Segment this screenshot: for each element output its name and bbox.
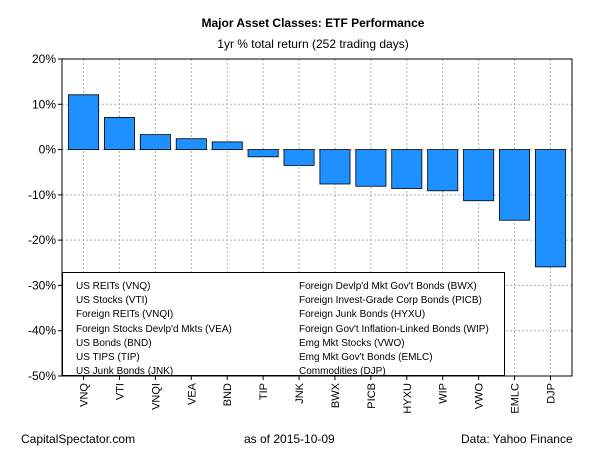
x-tick-label-wip: WIP [438, 383, 450, 404]
x-tick-label-jnk: JNK [294, 382, 306, 403]
x-tick-label-vti: VTI [114, 383, 126, 400]
bar-wip [427, 149, 459, 192]
y-tick-label: 0% [39, 143, 57, 157]
bar-vwo [463, 149, 495, 202]
legend-entry: Foreign Devlp'd Mkt Gov't Bonds (BWX) [299, 281, 477, 292]
legend-entry: Foreign Gov't Inflation-Linked Bonds (WI… [299, 323, 489, 335]
bar-tip [247, 149, 279, 158]
x-tick-label-bnd: BND [222, 383, 234, 406]
legend-column-right: Foreign Devlp'd Mkt Gov't Bonds (BWX) For… [299, 280, 489, 379]
y-tick-label: -30% [28, 278, 56, 292]
footer-source-site: CapitalSpectator.com [21, 432, 136, 446]
legend-entry: US Bonds (BND) [76, 337, 152, 349]
footer-data-source: Data: Yahoo Finance [461, 432, 573, 446]
x-tick-label-vnqi: VNQI [150, 383, 162, 410]
legend-entry: Foreign REITs (VNQI) [76, 309, 174, 321]
x-tick-label-vwo: VWO [474, 383, 486, 410]
y-tick-label: -50% [28, 369, 56, 383]
legend-entry: Foreign Invest-Grade Corp Bonds (PICB) [299, 295, 482, 307]
bar-hyxu [391, 149, 423, 189]
bar-vnq [68, 94, 100, 150]
legend-entry: Emg Mkt Stocks (VWO) [299, 337, 405, 349]
bars-group [68, 94, 566, 268]
bar-bnd [211, 141, 243, 150]
footer-date: as of 2015-10-09 [244, 432, 335, 446]
legend-entry: US REITs (VNQ) [76, 281, 151, 292]
y-tick-label: -20% [28, 233, 56, 247]
x-tick-label-hyxu: HYXU [402, 383, 414, 414]
x-tick-label-djp: DJP [545, 383, 557, 404]
bar-picb [355, 149, 387, 187]
bar-bwx [319, 149, 351, 185]
x-tick-label-emlc: EMLC [510, 383, 522, 414]
plot-frame [61, 58, 573, 377]
x-tick-label-vea: VEA [186, 382, 198, 405]
x-tick-label-bwx: BWX [330, 382, 342, 408]
legend-entry: Foreign Junk Bonds (HYXU) [299, 309, 426, 321]
legend-entry: Commodities (DJP) [299, 366, 386, 378]
y-tick-label: -10% [28, 188, 56, 202]
legend-entry: Emg Mkt Gov't Bonds (EMLC) [299, 352, 433, 364]
y-axis: 20% 10% 0% -10% -20% -30% -40% -50% [28, 52, 62, 383]
y-tick-label: -40% [28, 324, 56, 338]
y-tick-label: 10% [32, 97, 56, 111]
legend: US REITs (VNQ) US Stocks (VTI) Foreign REI… [62, 272, 505, 379]
x-tick-label-vnq: VNQ [79, 383, 91, 407]
bar-vti [103, 117, 135, 150]
bar-emlc [499, 149, 531, 221]
legend-entry: US TIPS (TIP) [76, 352, 140, 364]
chart-title: Major Asset Classes: ETF Performance [202, 16, 425, 30]
x-axis: VNQ VTI VNQI VEA BND TIP JNK BWX PICB HYXU WIP VWO E… [79, 376, 557, 414]
bar-vea [175, 138, 207, 150]
bar-vnqi [139, 134, 171, 150]
x-tick-label-picb: PICB [366, 383, 378, 409]
y-tick-label: 20% [32, 52, 56, 66]
x-tick-label-tip: TIP [258, 383, 270, 400]
bar-djp [534, 149, 566, 268]
legend-entry: US Stocks (VTI) [76, 295, 148, 307]
bar-jnk [283, 149, 315, 166]
legend-entry: Foreign Stocks Devlp'd Mkts (VEA) [76, 323, 232, 335]
chart-subtitle: 1yr % total return (252 trading days) [217, 37, 408, 51]
legend-entry: US Junk Bonds (JNK) [76, 366, 174, 378]
legend-column-left: US REITs (VNQ) US Stocks (VTI) Foreign REI… [76, 280, 232, 379]
